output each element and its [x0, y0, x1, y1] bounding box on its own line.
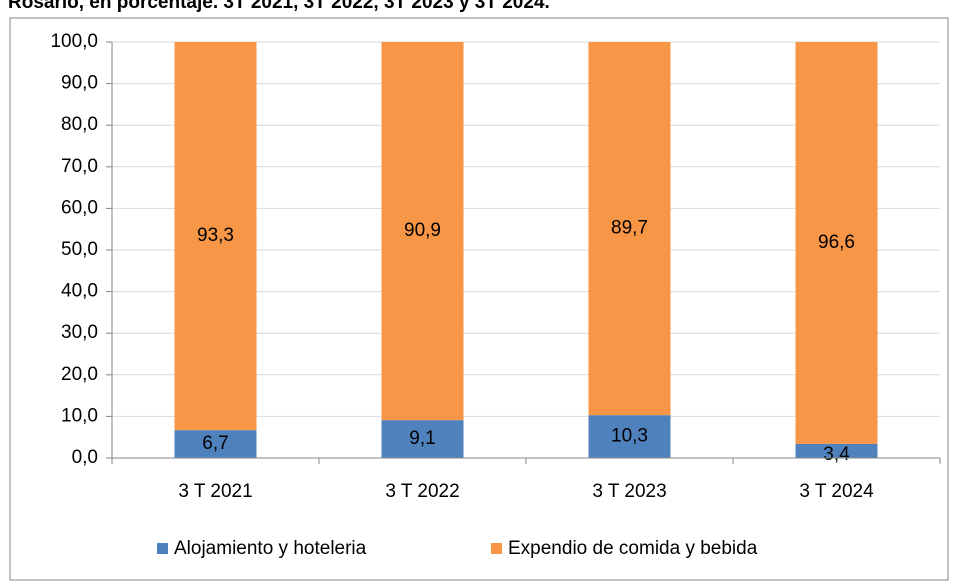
bar-segment — [381, 42, 464, 421]
bar-segment — [588, 42, 671, 416]
x-tick-label: 3 T 2024 — [799, 481, 874, 502]
chart-frame — [9, 17, 949, 581]
y-tick-label: 0,0 — [72, 447, 98, 468]
y-tick-label: 70,0 — [61, 156, 98, 177]
data-label: 89,7 — [611, 218, 648, 239]
x-tick-label: 3 T 2021 — [178, 481, 252, 502]
chart-title: Rosario, en porcentaje. 3T 2021, 3T 2022… — [8, 0, 550, 13]
y-tick-label: 60,0 — [61, 197, 98, 218]
data-label: 9,1 — [409, 428, 435, 449]
bar-segment — [381, 420, 464, 458]
y-tick-label: 90,0 — [61, 73, 98, 94]
y-tick-label: 30,0 — [61, 322, 98, 343]
data-label: 6,7 — [202, 433, 228, 454]
y-tick-label: 50,0 — [61, 239, 98, 260]
legend-swatch — [491, 543, 502, 554]
x-tick-label: 3 T 2022 — [385, 481, 459, 502]
data-label: 90,9 — [404, 220, 441, 241]
legend-label: Alojamiento y hoteleria — [174, 538, 367, 559]
y-tick-label: 40,0 — [61, 281, 98, 302]
data-label: 10,3 — [611, 426, 648, 447]
data-label: 96,6 — [818, 232, 855, 253]
data-label: 93,3 — [197, 225, 234, 246]
y-tick-label: 80,0 — [61, 114, 98, 135]
x-tick-label: 3 T 2023 — [592, 481, 666, 502]
bar-segment — [174, 42, 257, 431]
bar-segment — [795, 42, 878, 444]
y-tick-label: 10,0 — [61, 405, 98, 426]
bar-segment — [588, 415, 671, 458]
y-tick-label: 100,0 — [50, 31, 98, 52]
bar-segment — [795, 443, 878, 458]
data-label: 3,4 — [823, 444, 850, 465]
legend-swatch — [157, 543, 168, 554]
y-tick-label: 20,0 — [61, 364, 98, 385]
legend-label: Expendio de comida y bebida — [508, 538, 758, 559]
bar-segment — [174, 430, 257, 458]
